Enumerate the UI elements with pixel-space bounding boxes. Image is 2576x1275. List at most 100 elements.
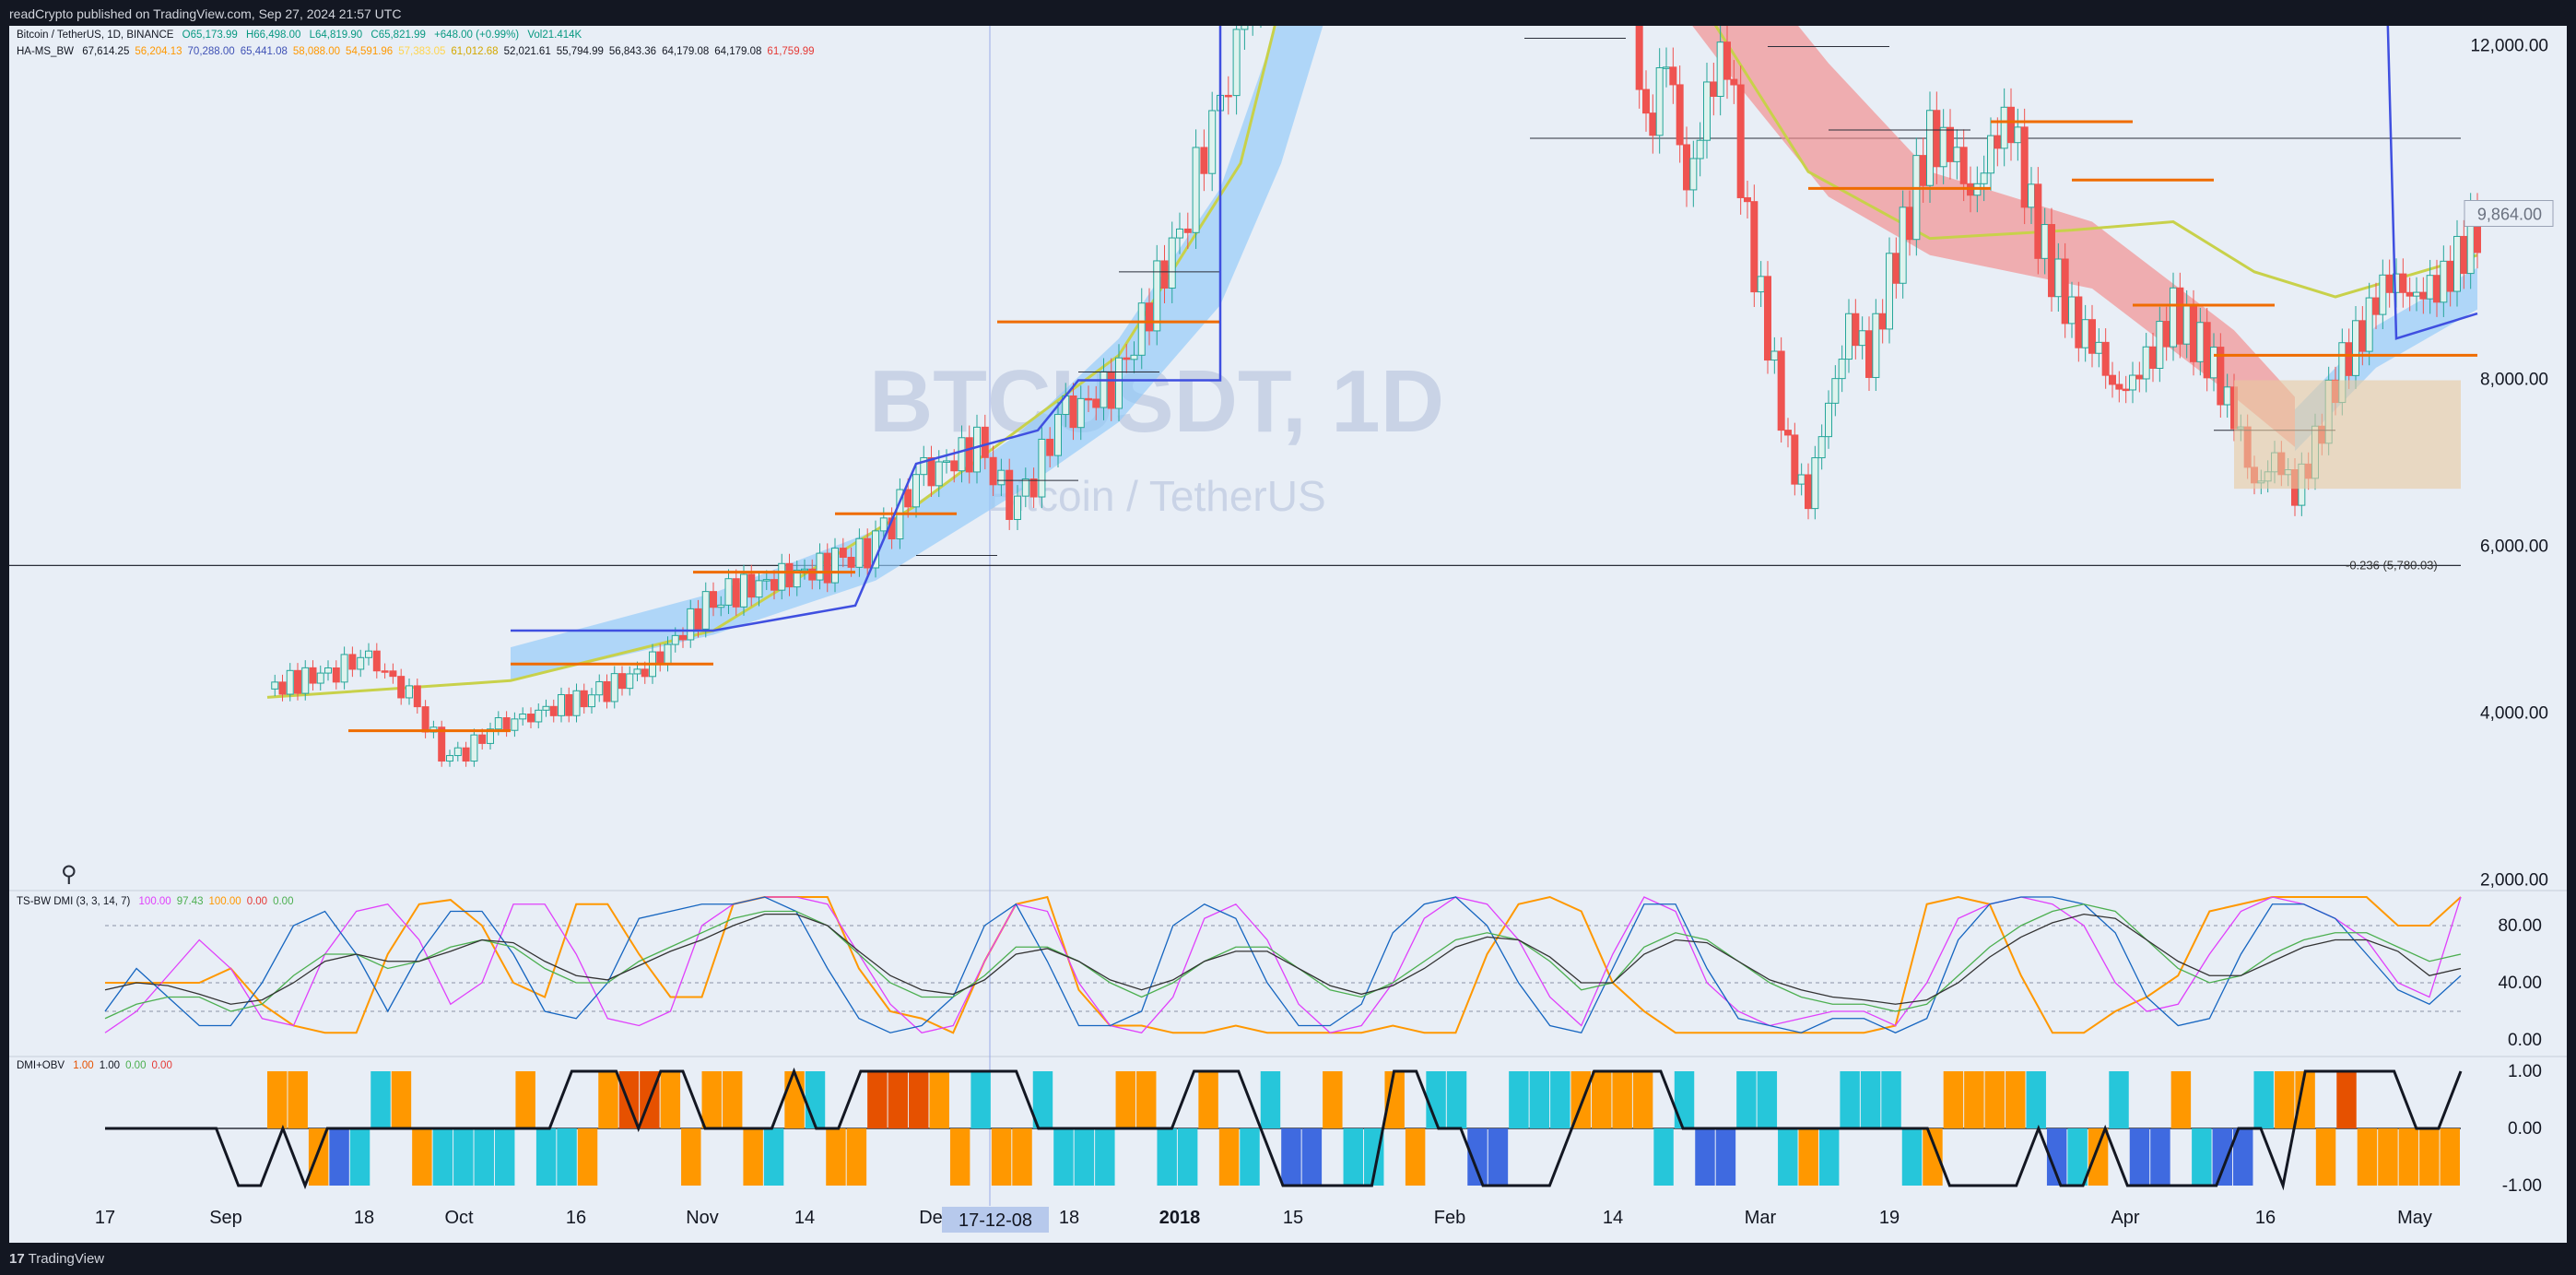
obv-bar xyxy=(1757,1071,1778,1128)
candle xyxy=(981,426,989,458)
candle xyxy=(1919,155,1927,186)
candle xyxy=(1845,313,1853,360)
obv-bar xyxy=(2109,1071,2129,1128)
candle xyxy=(565,693,573,716)
time-tick-label: 19 xyxy=(1879,1208,1900,1228)
candle xyxy=(1655,66,1664,136)
time-tick-label: Apr xyxy=(2111,1208,2139,1228)
candle xyxy=(2088,319,2096,354)
dmi-series-line xyxy=(104,903,2462,1020)
candle xyxy=(2176,287,2184,345)
legend-hams-value: 58,088.00 xyxy=(292,46,341,57)
candle xyxy=(1716,41,1724,98)
candle xyxy=(1683,144,1690,191)
candle xyxy=(2135,374,2144,380)
candle xyxy=(406,685,413,699)
obv-bar xyxy=(1012,1128,1032,1186)
demand-zone xyxy=(2234,380,2461,490)
candle xyxy=(1959,147,1968,184)
candle xyxy=(2162,321,2170,348)
candle xyxy=(324,667,332,674)
candle xyxy=(309,667,317,684)
candle xyxy=(316,672,324,684)
obv-bar xyxy=(2150,1128,2170,1186)
candle xyxy=(1046,438,1054,456)
candle xyxy=(365,650,372,658)
candle xyxy=(1054,414,1062,456)
legend-hams-value: 61,759.99 xyxy=(767,46,815,57)
legend-hams-value: 70,288.00 xyxy=(187,46,235,57)
candle xyxy=(389,670,397,678)
obv-bar xyxy=(1860,1071,1881,1128)
candle xyxy=(2156,321,2164,370)
candle xyxy=(687,608,695,641)
obv-bar xyxy=(1653,1128,1674,1186)
legend-dmi-name[interactable]: TS-BW DMI (3, 3, 14, 7) xyxy=(17,896,131,907)
candle xyxy=(1744,196,1751,203)
obv-bar xyxy=(1529,1071,1550,1128)
obv-bar xyxy=(2067,1128,2088,1186)
legend-hams: HA-MS_BW 67,614.25 56,204.13 70,288.00 65,4… xyxy=(17,46,820,57)
candle xyxy=(2196,322,2205,362)
obv-bar xyxy=(1446,1071,1467,1128)
obv-bar xyxy=(1840,1071,1860,1128)
candle xyxy=(487,728,494,744)
legend-hams-value: 64,179.08 xyxy=(714,46,762,57)
obv-bar xyxy=(329,1128,349,1186)
dmi-tick-label: 40.00 xyxy=(2498,974,2542,993)
obv-bar xyxy=(1612,1071,1632,1128)
legend-symbol[interactable]: Bitcoin / TetherUS, 1D, BINANCE xyxy=(17,30,174,41)
candle xyxy=(912,474,920,508)
tradingview-logo[interactable]: 17 TradingView xyxy=(9,1251,104,1267)
legend-dmi: TS-BW DMI (3, 3, 14, 7) 100.00 97.43 100.0… xyxy=(17,896,299,907)
candle xyxy=(1153,260,1161,332)
candle xyxy=(1663,66,1670,69)
obv-bar xyxy=(1240,1128,1260,1186)
candle xyxy=(1784,430,1792,436)
trend-ribbon-up xyxy=(511,0,1331,681)
obv-bar xyxy=(288,1071,308,1128)
time-tick-label: 14 xyxy=(1603,1208,1623,1228)
candle xyxy=(1723,41,1731,80)
candle xyxy=(278,681,287,695)
obv-bar xyxy=(1509,1071,1529,1128)
candle xyxy=(770,579,778,591)
candle xyxy=(2426,275,2434,300)
time-tick-label: Oct xyxy=(444,1208,474,1228)
obv-bar xyxy=(1818,1128,1840,1186)
time-tick-label: 14 xyxy=(794,1208,815,1228)
obv-bar xyxy=(1695,1128,1715,1186)
obv-bar xyxy=(2336,1071,2357,1128)
candle xyxy=(1021,478,1029,497)
legend-obv-value: 0.00 xyxy=(151,1060,172,1071)
candle xyxy=(413,685,421,708)
obv-bar xyxy=(1426,1071,1446,1128)
candle xyxy=(864,537,872,569)
candle xyxy=(2433,275,2441,303)
candle xyxy=(732,578,740,608)
candle xyxy=(778,562,786,591)
candle xyxy=(618,673,626,690)
candle xyxy=(2453,235,2461,292)
candle xyxy=(1926,110,1934,186)
candle xyxy=(294,669,301,694)
candle xyxy=(958,437,966,472)
candle xyxy=(679,634,687,641)
price-tick-label: 12,000.00 xyxy=(2470,37,2548,56)
legend-hams-name[interactable]: HA-MS_BW xyxy=(17,46,74,57)
time-tick-label: Nov xyxy=(686,1208,719,1228)
candle xyxy=(301,667,310,694)
candle xyxy=(1980,172,1988,184)
obv-bar xyxy=(557,1128,577,1186)
candle xyxy=(2210,347,2217,379)
candle xyxy=(446,755,453,762)
legend-obv-name[interactable]: DMI+OBV xyxy=(17,1060,65,1071)
candle xyxy=(1736,84,1745,198)
candle xyxy=(2075,296,2083,348)
candle xyxy=(2365,297,2373,352)
price-tick-label: 6,000.00 xyxy=(2480,537,2548,557)
candle xyxy=(1865,330,1873,378)
legend-hams-value: 65,441.08 xyxy=(240,46,288,57)
